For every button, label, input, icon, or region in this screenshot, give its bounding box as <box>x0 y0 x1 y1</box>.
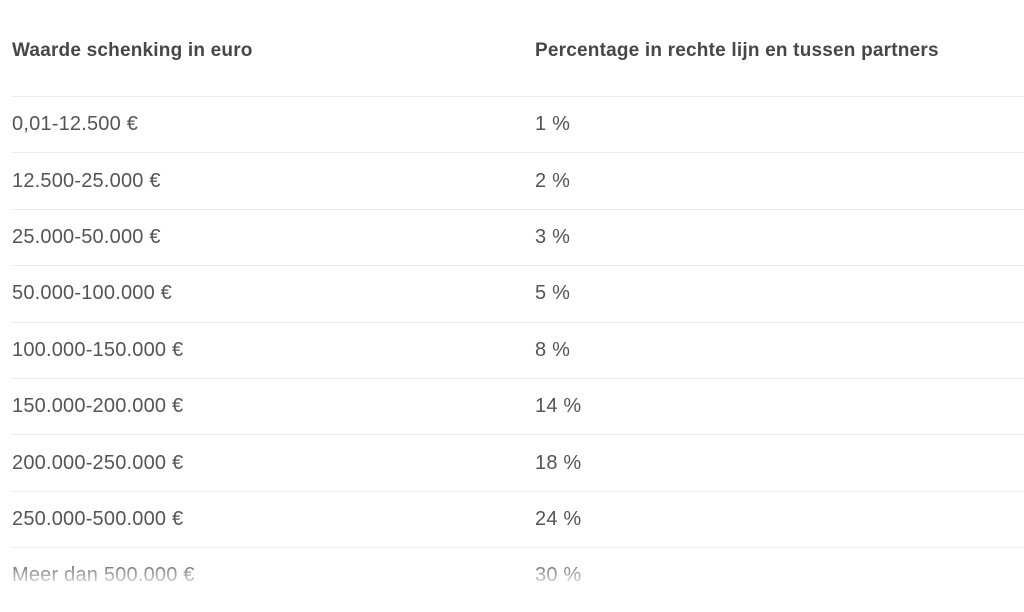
table-row: 12.500-25.000 € 2 % <box>12 152 1024 208</box>
row-percentage-cell: 24 % <box>535 507 582 530</box>
row-percentage-cell: 8 % <box>535 338 571 361</box>
row-value-cell: 25.000-50.000 € <box>12 225 161 248</box>
table-row: 25.000-50.000 € 3 % <box>12 208 1024 265</box>
row-percentage-cell: 18 % <box>535 451 582 474</box>
row-percentage-cell: 14 % <box>535 395 582 418</box>
row-value-cell: 100.000-150.000 € <box>12 338 184 361</box>
row-value-cell: 250.000-500.000 € <box>12 507 184 530</box>
table-header-row: Waarde schenking in euro Percentage in r… <box>12 0 1024 96</box>
table-row: 200.000-250.000 € 18 % <box>12 434 1024 490</box>
row-percentage-cell: 3 % <box>535 225 571 248</box>
row-value-cell: 50.000-100.000 € <box>12 282 173 305</box>
table-row: 0,01-12.500 € 1 % <box>12 96 1024 152</box>
table-row: 50.000-100.000 € 5 % <box>12 265 1024 321</box>
table-row: 250.000-500.000 € 24 % <box>12 490 1024 547</box>
table-row: 150.000-200.000 € 14 % <box>12 377 1024 434</box>
row-value-cell: 200.000-250.000 € <box>12 451 184 474</box>
row-value-cell: 0,01-12.500 € <box>12 113 139 136</box>
gift-tax-table: Waarde schenking in euro Percentage in r… <box>12 0 1024 604</box>
row-value-cell: 12.500-25.000 € <box>12 169 161 192</box>
column-header-value: Waarde schenking in euro <box>12 40 253 61</box>
row-percentage-cell: 30 % <box>535 564 582 587</box>
row-percentage-cell: 5 % <box>535 282 571 305</box>
table-row: Meer dan 500.000 € 30 % <box>12 547 1024 603</box>
column-header-percentage: Percentage in rechte lijn en tussen part… <box>535 40 939 61</box>
row-percentage-cell: 1 % <box>535 113 571 136</box>
row-value-cell: Meer dan 500.000 € <box>12 564 195 587</box>
row-value-cell: 150.000-200.000 € <box>12 395 184 418</box>
table-row: 100.000-150.000 € 8 % <box>12 321 1024 378</box>
row-percentage-cell: 2 % <box>535 169 571 192</box>
